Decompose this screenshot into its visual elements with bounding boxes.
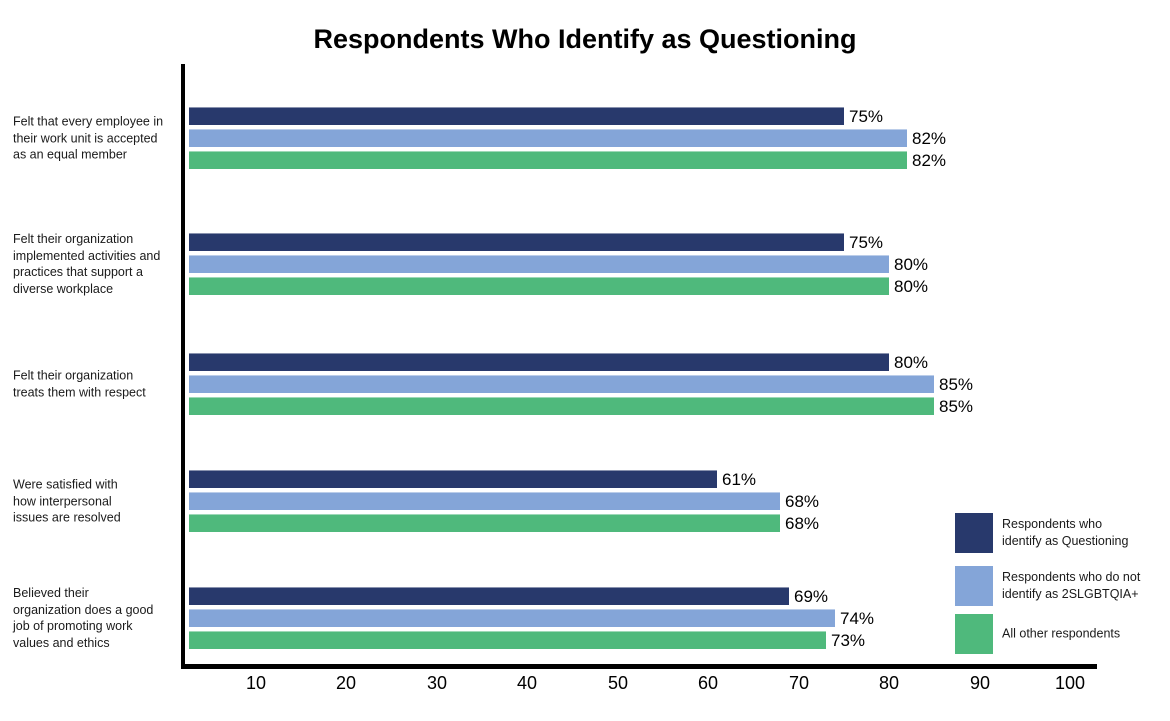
bar-value-label: 85% [939,375,974,394]
bar-value-label: 75% [849,233,884,252]
bar-value-label: 68% [785,514,820,533]
category-label: Felt that every employee in their work u… [13,114,164,162]
bar-value-label: 74% [840,609,875,628]
x-axis-tick-label: 100 [1054,673,1086,693]
bar-questioning [189,353,889,371]
bar-questioning [189,470,717,488]
legend-label-questioning: Respondents who identify as Questioning [1002,517,1129,548]
category-label: Felt their organization implemented acti… [13,232,161,296]
bar-value-label: 61% [722,470,757,489]
category-label: Were satisfied with how interpersonal is… [13,477,121,525]
x-axis-tick-label: 90 [969,673,991,693]
y-axis-line [181,64,185,669]
bar-non-2slgbtqia [189,375,934,393]
bar-questioning [189,233,844,251]
legend-swatch-questioning [955,513,993,553]
x-axis-tick-label: 50 [607,673,629,693]
bar-value-label: 80% [894,277,929,296]
bar-all-other [189,277,889,295]
x-axis-tick-label: 70 [788,673,810,693]
bar-value-label: 75% [849,107,884,126]
bar-questioning [189,107,844,125]
bar-value-label: 69% [794,587,829,606]
x-axis-tick-label: 20 [335,673,357,693]
legend-label-non-2slgbtqia: Respondents who do not identify as 2SLGB… [1002,570,1141,601]
x-axis-tick-label: 80 [878,673,900,693]
x-axis-tick-label: 30 [426,673,448,693]
bar-value-label: 85% [939,397,974,416]
bar-questioning [189,587,789,605]
bar-value-label: 68% [785,492,820,511]
x-axis-tick-label: 10 [245,673,267,693]
category-label: Believed their organization does a good … [13,586,154,650]
x-axis-tick-label: 60 [697,673,719,693]
legend-swatch-all-other [955,614,993,654]
bar-value-label: 82% [912,129,947,148]
bar-non-2slgbtqia [189,492,780,510]
bar-value-label: 80% [894,255,929,274]
bar-value-label: 82% [912,151,947,170]
bar-value-label: 80% [894,353,929,372]
bar-all-other [189,151,907,169]
x-axis-line [181,664,1097,669]
x-axis-tick-label: 40 [516,673,538,693]
bar-all-other [189,397,934,415]
bar-all-other [189,631,826,649]
legend-label-all-other: All other respondents [1002,626,1121,641]
category-label: Felt their organization treats them with… [13,368,146,400]
bar-non-2slgbtqia [189,255,889,273]
chart-title: Respondents Who Identify as Questioning [313,24,857,54]
bar-non-2slgbtqia [189,129,907,147]
bar-all-other [189,514,780,532]
legend-swatch-non-2slgbtqia [955,566,993,606]
bar-value-label: 73% [831,631,866,650]
bar-non-2slgbtqia [189,609,835,627]
